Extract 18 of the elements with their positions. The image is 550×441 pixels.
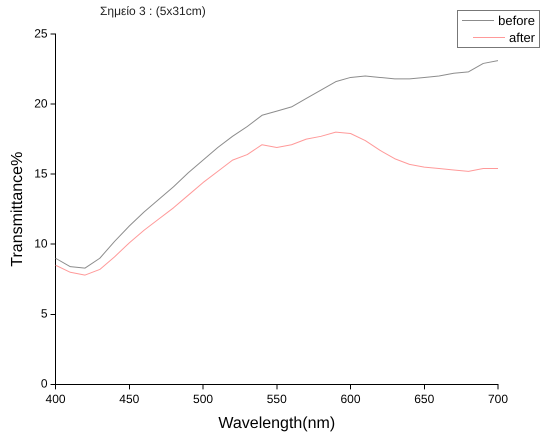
- y-tick-label: 20: [34, 96, 48, 110]
- x-tick-label: 500: [193, 392, 214, 406]
- x-tick-label: 650: [414, 392, 435, 406]
- y-tick-label: 10: [34, 236, 48, 251]
- y-tick-label: 5: [40, 306, 48, 321]
- x-tick-label: 550: [266, 392, 288, 406]
- x-tick-label: 700: [488, 392, 508, 406]
- y-axis-title: Transmittance%: [9, 152, 26, 267]
- y-tick-label: 25: [34, 26, 48, 40]
- x-tick-label: 450: [119, 392, 140, 406]
- chart-title: Σημείο 3 : (5x31cm): [100, 4, 206, 18]
- legend-label: after: [508, 30, 535, 45]
- x-axis-title: Wavelength(nm): [218, 414, 336, 432]
- y-tick-label: 15: [34, 166, 48, 180]
- legend-label: before: [498, 13, 535, 28]
- x-tick-label: 600: [340, 392, 361, 406]
- y-tick-label: 0: [40, 376, 48, 391]
- x-tick-label: 400: [46, 392, 66, 406]
